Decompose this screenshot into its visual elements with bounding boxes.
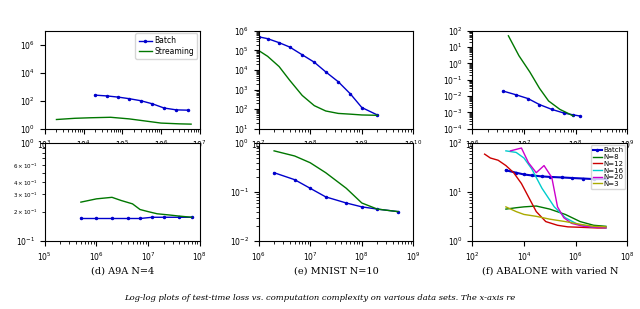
N=12 bbox=[518, 182, 525, 185]
Title: (e) MNIST N=10: (e) MNIST N=10 bbox=[294, 267, 378, 276]
N=12 bbox=[542, 220, 550, 223]
N=3 bbox=[576, 222, 584, 226]
N=16 bbox=[538, 186, 546, 190]
N=16 bbox=[561, 216, 569, 220]
N=8 bbox=[546, 207, 554, 211]
Title: (a) ABALONE N=8: (a) ABALONE N=8 bbox=[76, 154, 169, 163]
N=16 bbox=[528, 167, 536, 171]
Line: N=12: N=12 bbox=[484, 154, 606, 228]
Batch bbox=[520, 173, 528, 176]
N=12 bbox=[525, 195, 532, 199]
N=16 bbox=[602, 226, 610, 230]
Batch bbox=[590, 177, 598, 181]
N=20 bbox=[593, 226, 601, 229]
Line: N=20: N=20 bbox=[511, 148, 606, 228]
Title: (f) ABALONE with varied N: (f) ABALONE with varied N bbox=[481, 267, 618, 276]
N=16 bbox=[588, 225, 595, 229]
N=20 bbox=[525, 161, 532, 165]
N=12 bbox=[554, 223, 561, 227]
N=3 bbox=[602, 225, 610, 229]
N=3 bbox=[520, 213, 528, 216]
N=16 bbox=[574, 222, 582, 226]
N=16 bbox=[550, 205, 558, 209]
Text: Log-log plots of test-time loss vs. computation complexity on various data sets.: Log-log plots of test-time loss vs. comp… bbox=[124, 294, 516, 302]
N=20 bbox=[560, 216, 568, 220]
N=12 bbox=[481, 152, 488, 156]
Line: N=8: N=8 bbox=[506, 206, 606, 226]
Batch bbox=[602, 177, 610, 181]
N=20 bbox=[548, 176, 556, 179]
N=3 bbox=[532, 214, 540, 218]
Batch bbox=[558, 176, 566, 179]
N=12 bbox=[510, 171, 518, 175]
N=20 bbox=[518, 146, 525, 150]
N=12 bbox=[486, 156, 494, 160]
N=12 bbox=[579, 226, 587, 229]
N=12 bbox=[502, 164, 509, 167]
N=12 bbox=[564, 225, 572, 229]
Title: (b) YEAR N=10: (b) YEAR N=10 bbox=[298, 154, 374, 163]
Legend: Batch, N=8, N=12, N=16, N=20, N=3: Batch, N=8, N=12, N=16, N=20, N=3 bbox=[591, 145, 625, 189]
N=12 bbox=[532, 210, 540, 214]
N=20 bbox=[540, 164, 548, 167]
N=3 bbox=[561, 220, 569, 223]
Line: N=16: N=16 bbox=[506, 151, 606, 228]
Batch bbox=[568, 176, 575, 180]
Batch bbox=[528, 174, 536, 177]
N=20 bbox=[579, 224, 587, 228]
N=16 bbox=[513, 150, 520, 154]
N=20 bbox=[554, 205, 561, 209]
Batch bbox=[538, 175, 546, 178]
N=3 bbox=[513, 210, 520, 214]
N=8 bbox=[513, 206, 520, 210]
Batch bbox=[546, 175, 554, 179]
N=8 bbox=[590, 223, 598, 227]
N=20 bbox=[507, 149, 515, 153]
N=8 bbox=[532, 204, 540, 208]
N=8 bbox=[602, 224, 610, 228]
N=8 bbox=[502, 207, 509, 211]
N=12 bbox=[602, 226, 610, 230]
N=3 bbox=[590, 224, 598, 228]
N=16 bbox=[502, 149, 509, 153]
N=8 bbox=[576, 220, 584, 223]
Title: (c) SLICE N=8: (c) SLICE N=8 bbox=[513, 154, 587, 163]
Batch bbox=[579, 177, 587, 180]
Legend: Batch, Streaming: Batch, Streaming bbox=[136, 33, 197, 59]
Title: (d) A9A N=4: (d) A9A N=4 bbox=[91, 267, 154, 276]
N=8 bbox=[520, 205, 528, 209]
Batch bbox=[513, 171, 520, 175]
N=12 bbox=[494, 159, 502, 162]
N=3 bbox=[546, 217, 554, 221]
Line: Batch: Batch bbox=[505, 169, 607, 180]
N=3 bbox=[502, 205, 509, 209]
N=20 bbox=[568, 222, 575, 225]
N=8 bbox=[561, 213, 569, 216]
N=20 bbox=[602, 226, 610, 230]
Batch bbox=[502, 168, 509, 172]
N=12 bbox=[593, 226, 601, 230]
Line: N=3: N=3 bbox=[506, 207, 606, 227]
N=20 bbox=[532, 171, 540, 175]
N=16 bbox=[520, 156, 528, 160]
